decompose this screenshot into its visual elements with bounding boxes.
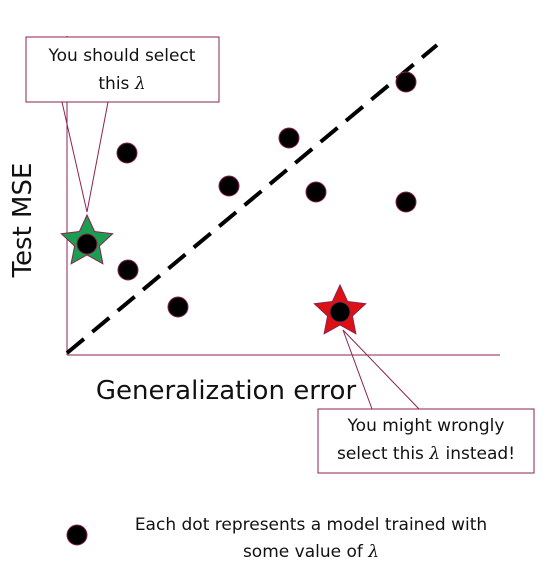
wrong-model-dot [329,301,351,323]
good-callout-pointer [61,101,109,213]
y-axis-title: Test MSE [8,163,38,279]
bad-callout-line1: You might wrongly [347,416,505,436]
model-dot [218,175,240,197]
bad-callout-line2-prefix: select this [337,444,429,464]
bad-callout-lambda: λ [428,444,440,464]
legend-dot [66,524,88,546]
bad-callout-box [317,408,535,474]
good-callout-lambda: λ [134,74,146,94]
model-dot [395,191,417,213]
good-callout-line2: this λ [98,74,145,94]
model-dot [116,142,138,164]
legend-lambda: λ [367,542,379,562]
model-dot [305,181,327,203]
model-dot [117,259,139,281]
legend-line2: some value of λ [243,542,379,562]
reference-dashed-line [65,43,439,355]
model-dot [278,127,300,149]
good-callout-box [25,36,220,103]
x-axis-title: Generalization error [96,376,357,406]
bad-callout-pointer [342,329,420,410]
bad-callout-line2: select this λ instead! [337,444,515,464]
good-callout-line1: You should select [48,46,196,66]
good-callout-line2-prefix: this [98,74,134,94]
legend-line1: Each dot represents a model trained with [135,515,487,535]
model-dot [167,296,189,318]
legend-line2-prefix: some value of [243,542,368,562]
bad-callout-line2-suffix: instead! [440,444,515,464]
model-dot [395,71,417,93]
selected-model-dot [76,233,98,255]
